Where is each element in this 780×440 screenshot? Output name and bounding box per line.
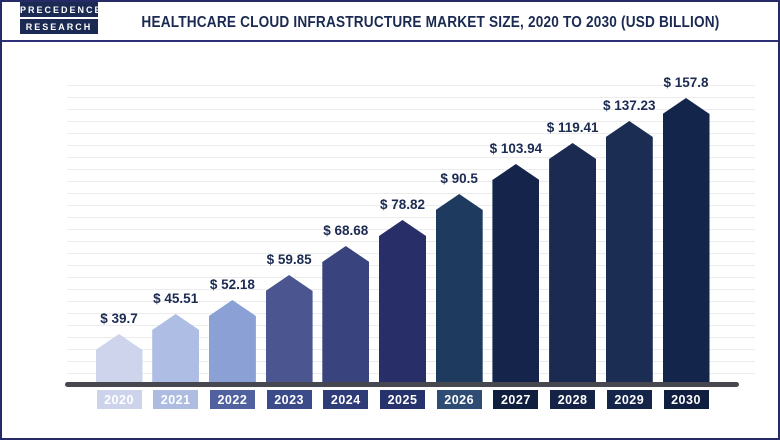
year-label-2026: 2026 xyxy=(436,390,482,409)
bar-2025 xyxy=(379,220,426,384)
bar-value-label-2026: $ 90.5 xyxy=(440,171,478,186)
bar-2023 xyxy=(265,275,313,384)
bar-2030 xyxy=(662,98,710,384)
bar-value-label-2024: $ 68.68 xyxy=(323,223,369,238)
bar-2024 xyxy=(322,246,370,384)
bar-value-label-2025: $ 78.82 xyxy=(379,197,426,212)
bar-value-label-2020: $ 39.7 xyxy=(100,311,138,326)
bar-2022 xyxy=(208,300,256,384)
year-label-2022: 2022 xyxy=(209,390,255,409)
bar-2028 xyxy=(549,143,597,384)
bar-value-label-2029: $ 137.23 xyxy=(603,98,656,113)
bar-2021 xyxy=(152,314,200,384)
x-axis-line xyxy=(65,382,739,387)
year-label-2023: 2023 xyxy=(266,390,312,409)
bar-value-label-2023: $ 59.85 xyxy=(266,252,312,267)
bar-2027 xyxy=(492,164,540,384)
year-label-2029: 2029 xyxy=(606,390,652,409)
year-label-2028: 2028 xyxy=(550,390,596,409)
brand-logo: PRECEDENCE RESEARCH xyxy=(20,2,98,36)
bar-value-label-2030: $ 157.8 xyxy=(663,75,709,90)
bar-value-label-2021: $ 45.51 xyxy=(153,291,199,306)
year-label-2030: 2030 xyxy=(663,390,709,409)
bar-value-label-2027: $ 103.94 xyxy=(489,141,543,156)
header: HEALTHCARE CLOUD INFRASTRUCTURE MARKET S… xyxy=(102,8,758,38)
year-label-2021: 2021 xyxy=(153,390,199,409)
brand-logo-line1: PRECEDENCE xyxy=(20,2,98,17)
brand-logo-line2: RESEARCH xyxy=(20,19,98,34)
year-label-2025: 2025 xyxy=(380,390,425,409)
bar-2029 xyxy=(605,121,653,384)
bar-2026 xyxy=(435,194,483,384)
header-divider xyxy=(2,40,778,42)
bar-value-label-2028: $ 119.41 xyxy=(546,120,599,135)
year-label-2024: 2024 xyxy=(323,390,369,409)
year-label-2020: 2020 xyxy=(96,390,142,409)
bar-value-label-2022: $ 52.18 xyxy=(209,277,255,292)
chart-title: HEALTHCARE CLOUD INFRASTRUCTURE MARKET S… xyxy=(140,14,720,31)
bar-2020 xyxy=(95,334,143,384)
year-label-2027: 2027 xyxy=(493,390,539,409)
